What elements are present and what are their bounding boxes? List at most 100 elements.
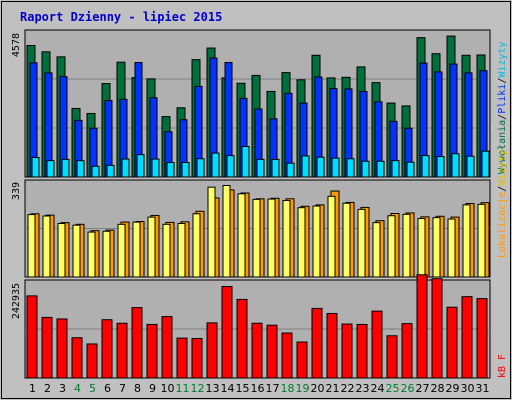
visits2-bar-day-13 bbox=[207, 186, 216, 278]
visits-bar-day-22 bbox=[346, 158, 355, 178]
visits-bar-day-26 bbox=[406, 161, 415, 178]
visits2-bar-day-15 bbox=[237, 193, 246, 278]
visits-bar-day-20 bbox=[316, 156, 325, 178]
legend-visits-label: Wizyty bbox=[497, 42, 508, 78]
kb-panel-ymax-label: 242935 bbox=[11, 283, 22, 319]
hits-legend: Wywołania/Pliki/Wizyty bbox=[497, 42, 508, 174]
x-tick-day-19: 19 bbox=[296, 382, 310, 395]
kb-bar-day-10 bbox=[161, 316, 173, 379]
x-tick-day-22: 22 bbox=[341, 382, 355, 395]
visits-bar-day-24 bbox=[376, 160, 385, 178]
visits2-bar-day-14 bbox=[222, 184, 231, 278]
visits2-bar-day-2 bbox=[42, 215, 51, 278]
visits-bar-day-28 bbox=[436, 156, 445, 178]
kb-bar-day-20 bbox=[311, 307, 323, 379]
legend-sites-label: Lokalizacje bbox=[497, 192, 508, 258]
visits-bar-day-10 bbox=[166, 162, 175, 178]
visits-bar-day-7 bbox=[121, 158, 130, 178]
kb-bar-day-22 bbox=[341, 323, 353, 379]
kb-bar-day-14 bbox=[221, 285, 233, 379]
visits2-bar-day-22 bbox=[342, 202, 351, 278]
x-tick-day-20: 20 bbox=[311, 382, 325, 395]
kb-bar-day-19 bbox=[296, 341, 308, 379]
kb-bar-day-26 bbox=[401, 323, 413, 379]
visits-bar-day-12 bbox=[196, 158, 205, 178]
visits-bar-day-19 bbox=[301, 155, 310, 178]
kb-bar-day-5 bbox=[86, 343, 98, 379]
visits-bar-day-30 bbox=[466, 155, 475, 178]
chart-title: Raport Dzienny - lipiec 2015 bbox=[20, 10, 222, 24]
x-tick-day-31: 31 bbox=[476, 382, 490, 395]
x-tick-day-17: 17 bbox=[266, 382, 280, 395]
kb-bar-day-27 bbox=[416, 274, 428, 379]
visits2-bar-day-11 bbox=[177, 222, 186, 278]
kb-bar-day-28 bbox=[431, 278, 443, 379]
kb-bar-day-4 bbox=[71, 337, 83, 379]
legend-files-label: Pliki bbox=[497, 84, 508, 114]
visits-bar-day-21 bbox=[331, 157, 340, 178]
kb-bar-day-7 bbox=[116, 322, 128, 379]
kb-bar-day-18 bbox=[281, 332, 293, 379]
visits2-bar-day-26 bbox=[402, 213, 411, 278]
visits-bar-day-2 bbox=[46, 160, 55, 178]
visits2-bar-day-18 bbox=[282, 199, 291, 278]
kb-bar-day-15 bbox=[236, 298, 248, 379]
visits2-bar-day-30 bbox=[462, 204, 471, 278]
hits-panel-ymax-label: 4578 bbox=[11, 33, 22, 57]
visits2-bar-day-5 bbox=[87, 231, 96, 278]
visits2-bar-day-10 bbox=[162, 223, 171, 278]
kb-bar-day-13 bbox=[206, 322, 218, 379]
kb-bar-day-21 bbox=[326, 312, 338, 379]
visits-bar-day-8 bbox=[136, 154, 145, 178]
kb-legend: kB F bbox=[497, 354, 508, 378]
x-tick-day-24: 24 bbox=[371, 382, 385, 395]
visits2-bar-day-9 bbox=[147, 216, 156, 278]
visits-bar-day-16 bbox=[256, 158, 265, 178]
kb-bar-day-11 bbox=[176, 337, 188, 379]
visits2-bar-day-1 bbox=[27, 214, 36, 278]
kb-bar-day-1 bbox=[26, 295, 38, 379]
x-tick-day-18: 18 bbox=[281, 382, 295, 395]
kb-bar-day-12 bbox=[191, 338, 203, 379]
visits2-bar-day-31 bbox=[477, 203, 486, 278]
kb-bar-day-24 bbox=[371, 310, 383, 379]
x-tick-day-1: 1 bbox=[29, 382, 36, 395]
visits-bar-day-18 bbox=[286, 162, 295, 178]
visits2-bar-day-12 bbox=[192, 213, 201, 278]
visits-bar-day-31 bbox=[481, 150, 490, 178]
kb-bar-day-2 bbox=[41, 316, 53, 379]
x-axis-day-labels: 1 2 3 4 5 6 7 8 9 10 11 12 13 14 15 16 17 18 19 20 21 22 23 24 2… bbox=[29, 382, 490, 395]
visits2-bar-day-27 bbox=[417, 217, 426, 278]
kb-bar-day-31 bbox=[476, 298, 488, 379]
x-tick-day-27: 27 bbox=[416, 382, 430, 395]
visits-bar-day-27 bbox=[421, 155, 430, 178]
kb-bar-day-9 bbox=[146, 323, 158, 379]
visits-legend: Lokalizacje/Wizyty bbox=[497, 150, 508, 258]
visits-bar-day-5 bbox=[91, 165, 100, 178]
legend-visits2-label: Wizyty bbox=[497, 150, 508, 186]
visits2-bar-day-29 bbox=[447, 218, 456, 278]
visits2-bar-day-20 bbox=[312, 205, 321, 278]
x-tick-day-9: 9 bbox=[149, 382, 156, 395]
visits-bar-day-14 bbox=[226, 155, 235, 178]
kb-bar-day-25 bbox=[386, 335, 398, 379]
visits-panel-ymax-label: 339 bbox=[11, 182, 22, 200]
x-tick-day-14: 14 bbox=[221, 382, 235, 395]
visits2-bar-day-24 bbox=[372, 222, 381, 278]
visits2-bar-day-3 bbox=[57, 222, 66, 278]
kb-bar-day-6 bbox=[101, 319, 113, 379]
x-tick-day-28: 28 bbox=[431, 382, 445, 395]
legend-separator-2: / bbox=[497, 78, 508, 84]
x-tick-day-30: 30 bbox=[461, 382, 475, 395]
visits-bar-day-4 bbox=[76, 160, 85, 178]
visits-bar-day-11 bbox=[181, 162, 190, 178]
x-tick-day-16: 16 bbox=[251, 382, 265, 395]
x-tick-day-11: 11 bbox=[176, 382, 190, 395]
bars bbox=[26, 35, 490, 379]
x-tick-day-25: 25 bbox=[386, 382, 400, 395]
visits-bar-day-23 bbox=[361, 160, 370, 178]
x-tick-day-2: 2 bbox=[44, 382, 51, 395]
visits-bar-day-6 bbox=[106, 164, 115, 178]
x-tick-day-5: 5 bbox=[89, 382, 96, 395]
